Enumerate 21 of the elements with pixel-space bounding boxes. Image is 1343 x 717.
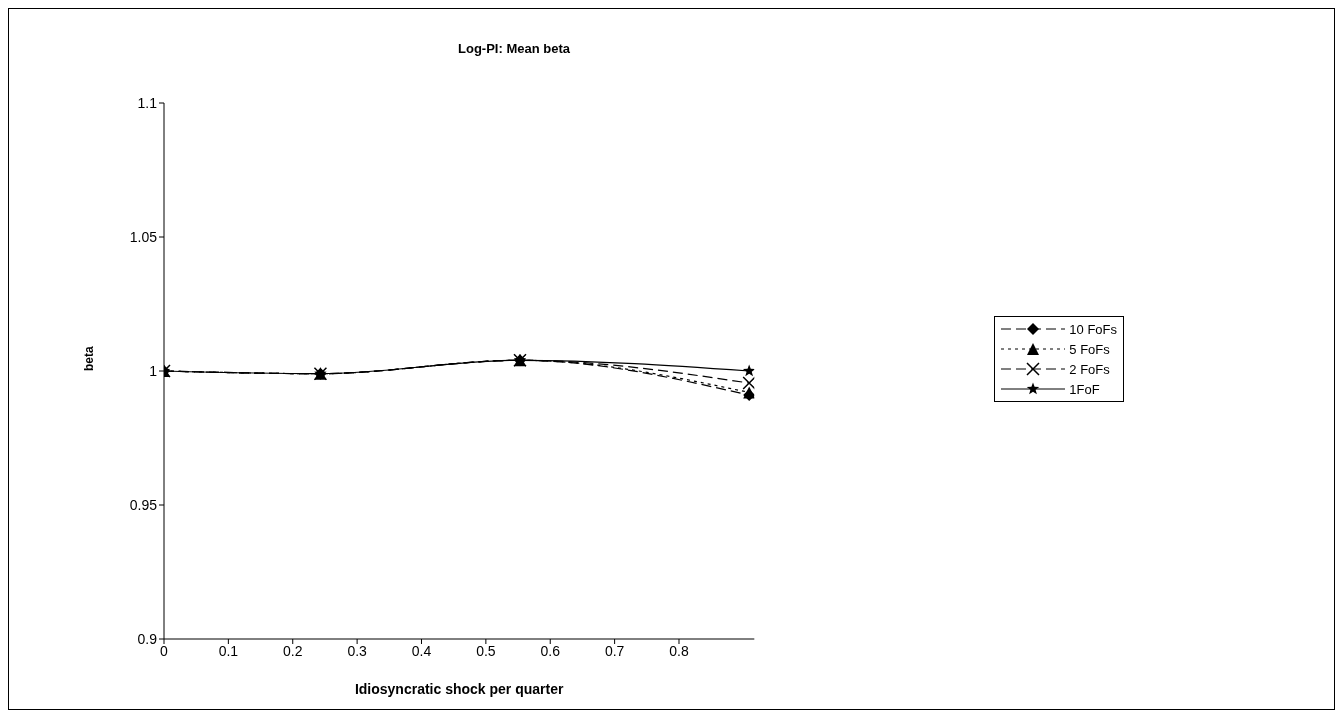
legend-label: 5 FoFs <box>1069 341 1110 357</box>
x-tick-label: 0.5 <box>476 642 496 659</box>
legend-label: 10 FoFs <box>1069 321 1117 337</box>
y-tick-label: 0.9 <box>137 630 158 647</box>
x-tick-label: 0.6 <box>540 642 561 659</box>
y-tick-label: 1.05 <box>129 228 158 245</box>
y-tick-label: 1.1 <box>137 94 158 111</box>
y-tick-label: 0.95 <box>129 496 158 513</box>
x-tick-label: 0.4 <box>411 642 432 659</box>
x-tick-label: 0.2 <box>283 642 303 659</box>
x-tick-label: 0 <box>160 642 169 659</box>
x-tick-label: 0.7 <box>604 642 625 659</box>
x-tick-label: 0.3 <box>347 642 368 659</box>
x-tick-label: 0.1 <box>218 642 239 659</box>
x-axis-title: Idiosyncratic shock per quarter <box>354 681 564 697</box>
y-tick-label: 1 <box>149 362 158 379</box>
legend-label: 2 FoFs <box>1069 361 1110 377</box>
chart-title: Log-PI: Mean beta <box>457 41 571 56</box>
legend-label: 1FoF <box>1069 381 1100 397</box>
y-axis-title: beta <box>82 346 97 371</box>
x-tick-label: 0.8 <box>669 642 689 659</box>
